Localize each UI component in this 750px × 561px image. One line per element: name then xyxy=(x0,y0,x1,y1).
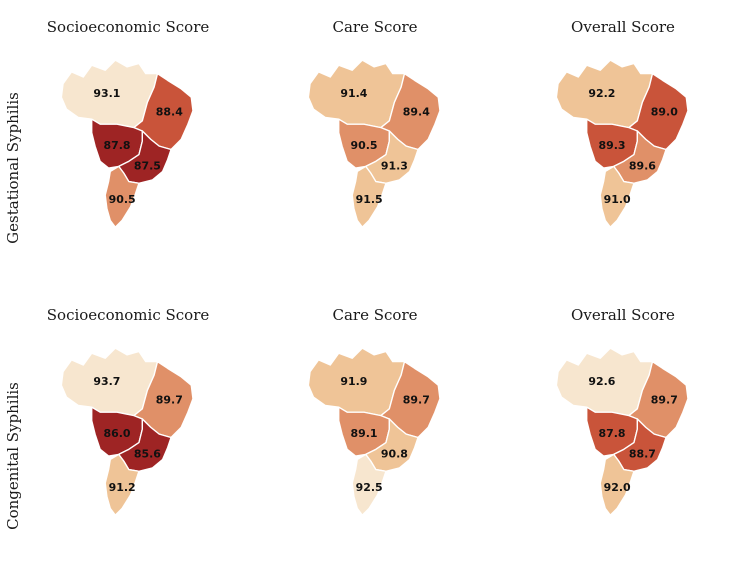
value-label-south: 91.0 xyxy=(604,193,631,206)
value-label-southeast: 88.7 xyxy=(629,447,656,460)
panel-title: Overall Score xyxy=(571,18,675,36)
value-label-central-west: 86.0 xyxy=(104,427,131,440)
brazil-map: 91.4 89.4 90.591.3 91.5 xyxy=(307,59,441,228)
value-label-northeast: 89.0 xyxy=(651,105,678,118)
value-label-southeast: 87.5 xyxy=(134,159,161,172)
row-label-congenital: Congenital Syphilis xyxy=(4,382,22,530)
value-label-south: 91.5 xyxy=(356,193,383,206)
value-label-northeast: 89.7 xyxy=(651,393,678,406)
panel-title: Overall Score xyxy=(571,306,675,324)
value-label-north: 92.2 xyxy=(588,87,615,100)
region-south xyxy=(104,165,140,228)
value-label-northeast: 89.7 xyxy=(156,393,183,406)
value-label-north: 93.1 xyxy=(93,87,120,100)
value-label-northeast: 89.4 xyxy=(403,105,430,118)
value-label-northeast: 88.4 xyxy=(156,105,183,118)
panel-title: Care Score xyxy=(332,18,418,36)
brazil-map: 93.7 89.7 86.085.6 91.2 xyxy=(60,347,194,516)
panel-title: Socioeconomic Score xyxy=(46,306,210,324)
value-label-southeast: 89.6 xyxy=(629,159,656,172)
panel-title: Socioeconomic Score xyxy=(46,18,210,36)
value-label-north: 93.7 xyxy=(93,375,120,388)
value-label-south: 90.5 xyxy=(109,193,136,206)
value-label-central-west: 89.1 xyxy=(351,427,378,440)
value-label-north: 92.6 xyxy=(588,375,615,388)
value-label-south: 92.0 xyxy=(604,481,631,494)
value-label-central-west: 90.5 xyxy=(351,139,378,152)
value-label-central-west: 87.8 xyxy=(599,427,626,440)
region-south xyxy=(599,165,635,228)
value-label-north: 91.4 xyxy=(340,87,367,100)
value-label-central-west: 87.8 xyxy=(104,139,131,152)
brazil-map: 92.6 89.7 87.888.7 92.0 xyxy=(555,347,689,516)
value-label-central-west: 89.3 xyxy=(599,139,626,152)
value-label-northeast: 89.7 xyxy=(403,393,430,406)
value-label-south: 91.2 xyxy=(109,481,136,494)
region-south xyxy=(104,453,140,516)
brazil-map: 93.1 88.4 87.887.5 90.5 xyxy=(60,59,194,228)
value-label-southeast: 91.3 xyxy=(381,159,408,172)
region-south xyxy=(351,165,387,228)
panel-title: Care Score xyxy=(332,306,418,324)
value-label-north: 91.9 xyxy=(340,375,367,388)
value-label-southeast: 85.6 xyxy=(134,447,161,460)
brazil-map: 91.9 89.7 89.190.8 92.5 xyxy=(307,347,441,516)
value-label-southeast: 90.8 xyxy=(381,447,408,460)
region-south xyxy=(351,453,387,516)
row-label-gestational: Gestational Syphilis xyxy=(4,92,22,244)
value-label-south: 92.5 xyxy=(356,481,383,494)
region-south xyxy=(599,453,635,516)
brazil-map: 92.2 89.0 89.389.6 91.0 xyxy=(555,59,689,228)
